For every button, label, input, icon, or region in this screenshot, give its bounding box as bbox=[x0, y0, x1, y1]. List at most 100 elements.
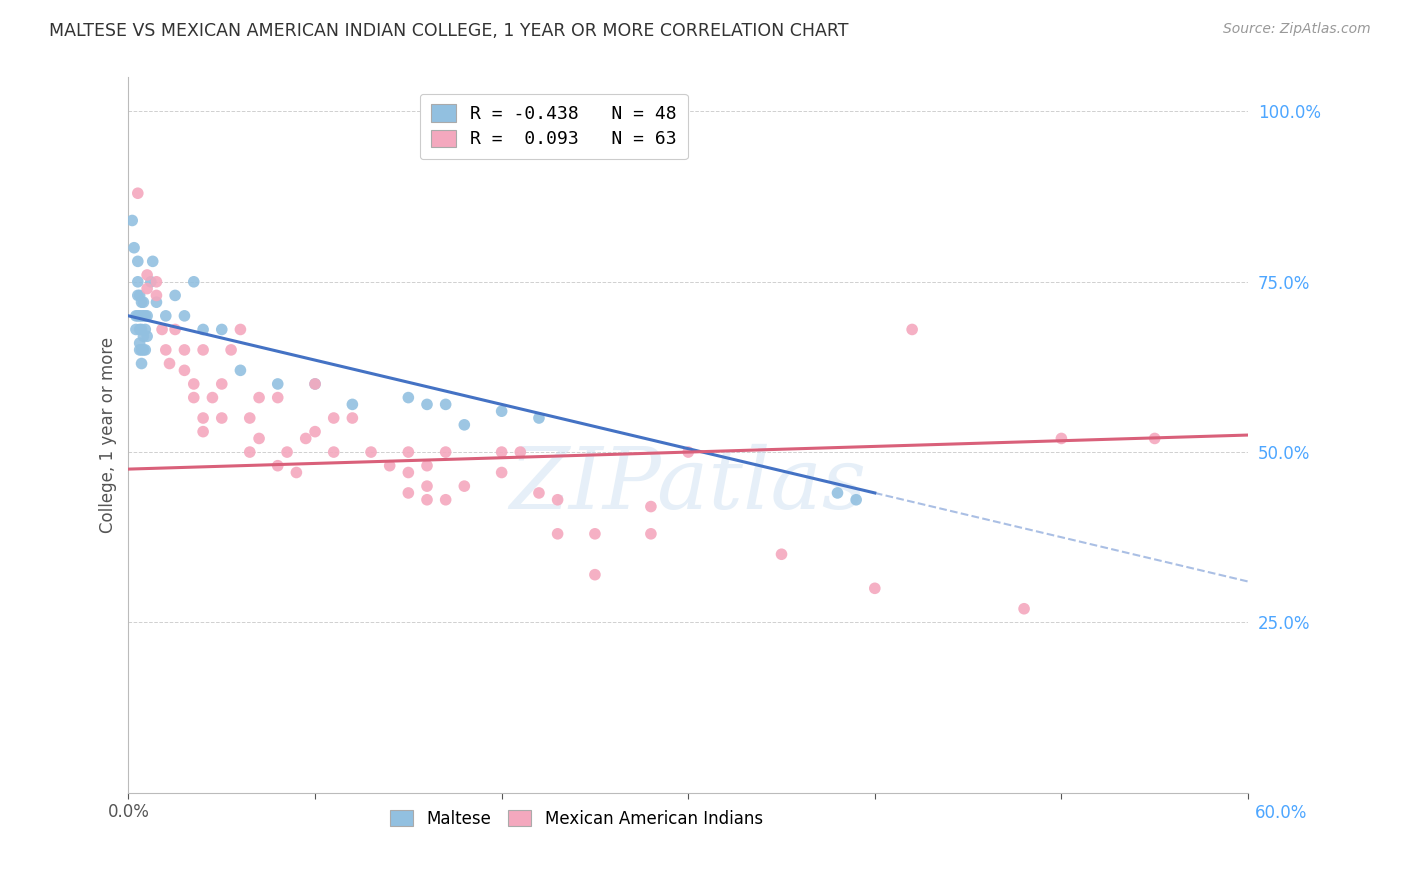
Point bbox=[132, 295, 155, 310]
Point bbox=[863, 582, 886, 596]
Point bbox=[127, 186, 149, 201]
Point bbox=[527, 486, 550, 500]
Point bbox=[304, 425, 326, 439]
Point bbox=[827, 486, 849, 500]
Point bbox=[128, 309, 150, 323]
Point bbox=[453, 417, 475, 432]
Point bbox=[191, 425, 214, 439]
Text: MALTESE VS MEXICAN AMERICAN INDIAN COLLEGE, 1 YEAR OR MORE CORRELATION CHART: MALTESE VS MEXICAN AMERICAN INDIAN COLLE… bbox=[49, 22, 849, 40]
Point bbox=[131, 343, 153, 357]
Point bbox=[131, 357, 153, 371]
Point bbox=[491, 445, 513, 459]
Point bbox=[136, 329, 159, 343]
Point bbox=[211, 376, 233, 391]
Point bbox=[527, 411, 550, 425]
Point bbox=[267, 458, 290, 473]
Point bbox=[396, 466, 419, 480]
Point bbox=[131, 309, 153, 323]
Point bbox=[145, 295, 167, 310]
Point bbox=[132, 329, 155, 343]
Point bbox=[396, 486, 419, 500]
Point bbox=[583, 526, 606, 541]
Point bbox=[640, 500, 662, 514]
Point bbox=[134, 343, 156, 357]
Point bbox=[142, 254, 165, 268]
Point bbox=[267, 391, 290, 405]
Point bbox=[267, 376, 290, 391]
Point bbox=[247, 432, 270, 446]
Point bbox=[676, 445, 699, 459]
Point bbox=[183, 376, 205, 391]
Point bbox=[396, 391, 419, 405]
Point bbox=[155, 309, 177, 323]
Point bbox=[173, 363, 195, 377]
Point bbox=[416, 458, 439, 473]
Point bbox=[845, 492, 868, 507]
Point bbox=[136, 268, 159, 282]
Point bbox=[131, 322, 153, 336]
Point bbox=[183, 391, 205, 405]
Text: Source: ZipAtlas.com: Source: ZipAtlas.com bbox=[1223, 22, 1371, 37]
Point bbox=[239, 445, 262, 459]
Point bbox=[360, 445, 382, 459]
Point bbox=[173, 343, 195, 357]
Point bbox=[125, 322, 148, 336]
Point bbox=[155, 343, 177, 357]
Point bbox=[378, 458, 401, 473]
Point bbox=[145, 275, 167, 289]
Point bbox=[434, 445, 457, 459]
Point bbox=[128, 322, 150, 336]
Point bbox=[173, 309, 195, 323]
Point bbox=[322, 411, 344, 425]
Point bbox=[229, 322, 252, 336]
Text: 60.0%: 60.0% bbox=[1256, 804, 1308, 822]
Point bbox=[229, 363, 252, 377]
Point bbox=[640, 526, 662, 541]
Point bbox=[285, 466, 308, 480]
Point bbox=[294, 432, 316, 446]
Point bbox=[416, 479, 439, 493]
Point bbox=[191, 411, 214, 425]
Legend: Maltese, Mexican American Indians: Maltese, Mexican American Indians bbox=[382, 803, 769, 834]
Point bbox=[322, 445, 344, 459]
Point bbox=[901, 322, 924, 336]
Point bbox=[247, 391, 270, 405]
Point bbox=[304, 376, 326, 391]
Point bbox=[276, 445, 298, 459]
Point bbox=[434, 492, 457, 507]
Y-axis label: College, 1 year or more: College, 1 year or more bbox=[100, 337, 117, 533]
Point bbox=[183, 275, 205, 289]
Point bbox=[453, 479, 475, 493]
Point bbox=[121, 213, 143, 227]
Point bbox=[191, 343, 214, 357]
Point bbox=[1143, 432, 1166, 446]
Point bbox=[125, 309, 148, 323]
Point bbox=[159, 357, 181, 371]
Point bbox=[132, 343, 155, 357]
Point bbox=[239, 411, 262, 425]
Point bbox=[1050, 432, 1073, 446]
Point bbox=[342, 397, 364, 411]
Point bbox=[136, 309, 159, 323]
Point bbox=[134, 309, 156, 323]
Point bbox=[211, 411, 233, 425]
Point bbox=[211, 322, 233, 336]
Point bbox=[150, 322, 173, 336]
Point bbox=[139, 275, 162, 289]
Point bbox=[128, 343, 150, 357]
Point bbox=[491, 404, 513, 418]
Text: ZIPatlas: ZIPatlas bbox=[509, 444, 866, 526]
Point bbox=[127, 254, 149, 268]
Point bbox=[136, 282, 159, 296]
Point bbox=[304, 376, 326, 391]
Point bbox=[1012, 601, 1035, 615]
Point bbox=[128, 336, 150, 351]
Point bbox=[191, 322, 214, 336]
Point bbox=[416, 397, 439, 411]
Point bbox=[201, 391, 224, 405]
Point bbox=[396, 445, 419, 459]
Point bbox=[416, 492, 439, 507]
Point bbox=[491, 466, 513, 480]
Point bbox=[165, 288, 187, 302]
Point bbox=[342, 411, 364, 425]
